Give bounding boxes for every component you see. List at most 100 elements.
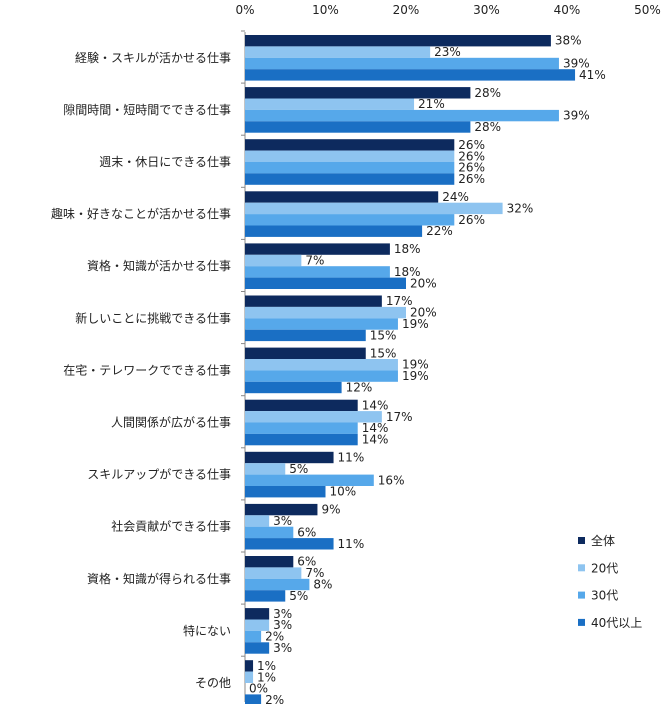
- legend-label: 20代: [591, 561, 618, 575]
- x-tick-label: 0%: [235, 3, 254, 17]
- data-label: 10%: [330, 485, 357, 499]
- data-label: 26%: [458, 172, 485, 186]
- data-label: 3%: [273, 514, 292, 528]
- data-label: 3%: [273, 618, 292, 632]
- bar: [245, 57, 559, 70]
- bar: [245, 503, 318, 516]
- bar: [245, 660, 254, 672]
- bar: [245, 243, 390, 255]
- category-label: 隙間時間・短時間でできる仕事: [63, 103, 231, 117]
- x-tick-label: 30%: [473, 3, 500, 17]
- data-label: 16%: [378, 473, 405, 487]
- category-label: 趣味・好きなことが活かせる仕事: [51, 206, 231, 221]
- bar: [245, 162, 455, 174]
- bar: [245, 538, 334, 550]
- bar: [245, 121, 471, 133]
- x-tick-label: 40%: [554, 3, 581, 17]
- x-axis-ticks: 0% 10% 20% 30% 40% 50%: [235, 3, 660, 17]
- category-label: 週末・休日にできる仕事: [99, 155, 231, 169]
- data-label: 17%: [386, 410, 413, 424]
- legend-swatch: [578, 564, 585, 572]
- data-label: 23%: [434, 45, 461, 59]
- bar: [245, 98, 415, 110]
- data-label: 19%: [402, 358, 429, 372]
- bar: [245, 642, 270, 654]
- bar: [245, 46, 431, 58]
- data-label: 6%: [297, 525, 316, 539]
- data-label: 5%: [289, 589, 308, 603]
- legend: 全体 20代 30代 40代以上: [578, 533, 642, 630]
- x-tick-label: 20%: [393, 3, 420, 17]
- bar: [245, 515, 270, 527]
- data-label: 21%: [418, 97, 445, 111]
- data-label: 11%: [338, 537, 365, 551]
- bar: [245, 463, 286, 475]
- data-label: 7%: [305, 566, 324, 580]
- bar: [245, 411, 382, 423]
- category-label: 経験・スキルが活かせる仕事: [75, 50, 231, 65]
- data-label: 18%: [394, 242, 421, 256]
- bar: [245, 359, 398, 371]
- bar: [245, 671, 254, 683]
- bar: [245, 214, 455, 226]
- data-label: 3%: [273, 641, 292, 655]
- bar: [245, 590, 286, 602]
- category-label: スキルアップができる仕事: [87, 467, 231, 482]
- data-label: 5%: [289, 462, 308, 476]
- bar: [245, 295, 382, 307]
- legend-swatch: [578, 618, 585, 626]
- bar: [245, 422, 358, 434]
- data-label: 14%: [362, 421, 389, 435]
- legend-swatch: [578, 591, 585, 599]
- data-label: 0%: [249, 682, 268, 696]
- bar: [245, 486, 326, 498]
- category-label: 在宅・テレワークでできる仕事: [63, 362, 231, 377]
- bar: [245, 306, 406, 319]
- data-labels: 38%23%39%41%28%21%39%28%26%26%26%26%24%3…: [249, 34, 606, 704]
- bar: [245, 87, 471, 99]
- data-label: 6%: [297, 555, 316, 569]
- category-label: 特にない: [183, 623, 231, 638]
- bar: [245, 608, 270, 620]
- data-label: 15%: [370, 346, 397, 360]
- bar: [245, 619, 270, 631]
- data-label: 24%: [442, 190, 469, 204]
- legend-swatch: [578, 537, 585, 544]
- data-label: 20%: [410, 306, 437, 320]
- bar: [245, 139, 455, 151]
- data-label: 14%: [362, 398, 389, 412]
- data-label: 2%: [265, 693, 284, 704]
- category-label: 社会貢献ができる仕事: [111, 519, 231, 534]
- bar: [245, 474, 374, 486]
- bar: [245, 556, 294, 568]
- category-label: その他: [195, 676, 231, 690]
- data-label: 2%: [265, 630, 284, 644]
- bar: [245, 266, 390, 278]
- data-label: 28%: [474, 120, 501, 134]
- bar: [245, 254, 302, 267]
- data-label: 12%: [346, 381, 373, 395]
- category-label: 資格・知識が得られる仕事: [87, 571, 231, 586]
- bar: [245, 630, 262, 643]
- category-label: 資格・知識が活かせる仕事: [87, 258, 231, 273]
- bar: [245, 433, 358, 446]
- data-label: 41%: [579, 68, 606, 82]
- x-tick-label: 10%: [312, 3, 339, 17]
- data-label: 26%: [458, 138, 485, 152]
- bar: [245, 694, 262, 704]
- bar: [245, 451, 334, 464]
- bar: [245, 526, 294, 539]
- bars: [245, 35, 576, 704]
- data-label: 14%: [362, 433, 389, 447]
- data-label: 3%: [273, 607, 292, 621]
- data-label: 26%: [458, 161, 485, 175]
- data-label: 28%: [474, 86, 501, 100]
- data-label: 32%: [507, 201, 534, 215]
- data-label: 8%: [313, 578, 332, 592]
- data-label: 1%: [257, 670, 276, 684]
- bar: [245, 277, 406, 289]
- bar: [245, 370, 398, 382]
- y-axis: [241, 30, 246, 702]
- bar: [245, 150, 455, 162]
